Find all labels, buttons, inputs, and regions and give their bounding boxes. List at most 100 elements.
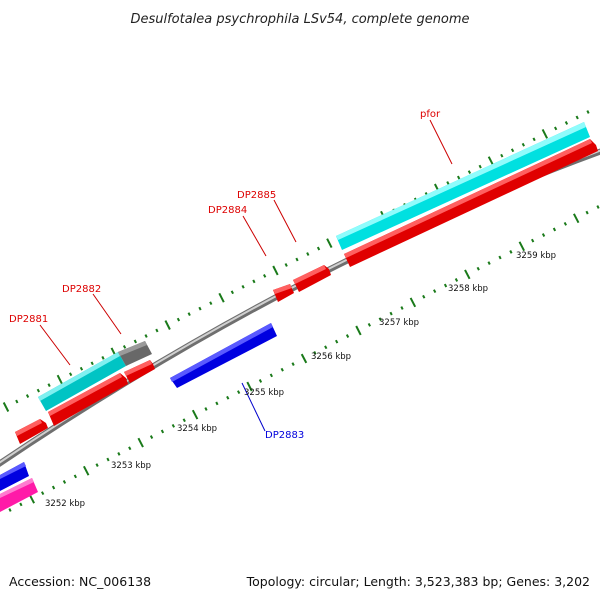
kbp-label-3254: 3254 kbp bbox=[177, 424, 217, 434]
outer-minor-tick bbox=[564, 121, 569, 125]
cds-dp2885[interactable] bbox=[293, 265, 331, 292]
inner-minor-tick bbox=[19, 502, 23, 507]
inner-minor-tick bbox=[498, 255, 502, 260]
cds-left-magenta[interactable] bbox=[0, 478, 38, 512]
inner-minor-tick bbox=[258, 379, 263, 383]
inner-minor-tick bbox=[291, 362, 295, 366]
inner-minor-tick bbox=[8, 508, 12, 512]
inner-minor-tick bbox=[62, 480, 67, 484]
kbp-label-3258: 3258 kbp bbox=[448, 284, 488, 294]
cds-dp2884-shine bbox=[273, 284, 292, 294]
outer-minor-tick bbox=[230, 290, 234, 295]
inner-major-tick bbox=[246, 381, 253, 392]
outer-minor-tick bbox=[133, 339, 137, 344]
gene-label-dp2884[interactable]: DP2884 bbox=[208, 205, 247, 216]
gene-label-dp2883[interactable]: DP2883 bbox=[265, 430, 304, 441]
cds-pfor-shine bbox=[344, 139, 592, 258]
gene-label-dp2885[interactable]: DP2885 bbox=[237, 190, 276, 201]
inner-major-tick bbox=[573, 213, 580, 224]
leader-dp2885 bbox=[273, 199, 297, 243]
inner-minor-tick bbox=[226, 395, 230, 400]
kbp-label-3252: 3252 kbp bbox=[45, 499, 85, 509]
gene-labels: DP2881 DP2882 DP2884 DP2885 pfor DP2883 bbox=[9, 109, 441, 441]
inner-minor-tick bbox=[73, 474, 77, 479]
map-title: Desulfotalea psychrophila LSv54, complet… bbox=[130, 12, 469, 27]
cds-dp2881-shine bbox=[15, 419, 42, 436]
inner-major-tick bbox=[518, 241, 525, 252]
outer-minor-tick bbox=[263, 274, 267, 278]
genome-backbone bbox=[0, 148, 600, 467]
inner-minor-tick bbox=[400, 306, 404, 310]
inner-minor-tick bbox=[117, 452, 121, 456]
outer-minor-tick bbox=[306, 252, 310, 256]
kbp-label-3257: 3257 kbp bbox=[379, 318, 419, 328]
cds-dp2881[interactable] bbox=[15, 419, 48, 444]
outer-minor-tick bbox=[532, 137, 536, 142]
outer-minor-tick bbox=[15, 399, 19, 404]
outer-major-tick bbox=[164, 320, 171, 330]
cds-dp2883-fwd-shine bbox=[124, 360, 152, 376]
inner-minor-tick bbox=[563, 221, 567, 226]
gene-label-dp2882[interactable]: DP2882 bbox=[62, 284, 101, 295]
outer-minor-tick bbox=[241, 284, 245, 289]
inner-minor-tick bbox=[106, 457, 110, 462]
inner-major-tick bbox=[137, 437, 144, 448]
accession-text: Accession: NC_006138 bbox=[9, 574, 151, 589]
cds-dp2882[interactable] bbox=[48, 373, 128, 426]
outer-minor-tick bbox=[25, 394, 30, 398]
inner-minor-tick bbox=[269, 373, 273, 378]
kbp-scale-labels: 3252 kbp 3253 kbp 3254 kbp 3255 kbp 3256… bbox=[45, 251, 556, 509]
inner-minor-tick bbox=[313, 351, 317, 355]
inner-minor-tick bbox=[237, 390, 241, 395]
leader-dp2883 bbox=[241, 382, 266, 432]
cds-left-blue-shine bbox=[0, 462, 26, 479]
inner-major-tick bbox=[83, 465, 90, 476]
inner-minor-tick bbox=[422, 294, 426, 299]
outer-minor-tick bbox=[500, 153, 504, 158]
inner-minor-tick bbox=[95, 463, 99, 467]
inner-major-tick bbox=[355, 325, 362, 336]
outer-minor-tick bbox=[586, 110, 590, 114]
inner-minor-tick bbox=[454, 278, 459, 282]
gene-label-dp2881[interactable]: DP2881 bbox=[9, 314, 48, 325]
inner-minor-tick bbox=[552, 227, 557, 232]
leader-dp2882 bbox=[92, 293, 122, 335]
outer-minor-tick bbox=[79, 366, 84, 371]
inner-minor-tick bbox=[128, 446, 132, 451]
inner-minor-tick bbox=[171, 423, 175, 428]
inner-minor-tick bbox=[596, 205, 600, 209]
outer-feature-track bbox=[38, 122, 590, 411]
gene-label-pfor[interactable]: pfor bbox=[420, 109, 441, 120]
inner-minor-tick bbox=[182, 418, 186, 423]
genome-backbone-highlight bbox=[0, 149, 600, 464]
forward-cds-track bbox=[15, 139, 598, 444]
outer-minor-tick bbox=[478, 164, 482, 169]
outer-minor-tick bbox=[122, 345, 127, 349]
leader-dp2884 bbox=[242, 215, 267, 257]
outer-minor-tick bbox=[101, 355, 105, 360]
outer-minor-tick bbox=[176, 317, 181, 322]
inner-minor-tick bbox=[215, 401, 219, 406]
kbp-label-3256: 3256 kbp bbox=[311, 352, 351, 362]
outer-minor-tick bbox=[69, 372, 73, 377]
cds-dp2885-shine bbox=[293, 265, 326, 284]
cds-pfor[interactable] bbox=[344, 139, 598, 267]
outer-minor-tick bbox=[252, 279, 256, 284]
inner-minor-tick bbox=[389, 311, 393, 316]
gene-dp2882-grey[interactable] bbox=[118, 341, 152, 366]
outer-minor-tick bbox=[521, 142, 525, 147]
inner-minor-tick bbox=[541, 233, 546, 237]
outer-minor-tick bbox=[510, 148, 515, 153]
inner-minor-tick bbox=[335, 339, 339, 344]
gene-dp2882-cyan[interactable] bbox=[38, 352, 126, 411]
inner-minor-tick bbox=[160, 429, 165, 434]
outer-minor-tick bbox=[198, 306, 202, 311]
inner-minor-tick bbox=[324, 345, 328, 350]
inner-minor-tick bbox=[443, 283, 448, 288]
inner-minor-tick bbox=[280, 367, 284, 372]
inner-tick-ruler bbox=[8, 205, 600, 512]
cds-left-blue[interactable] bbox=[0, 462, 29, 491]
outer-minor-tick bbox=[209, 301, 213, 306]
outer-major-tick bbox=[272, 265, 279, 276]
